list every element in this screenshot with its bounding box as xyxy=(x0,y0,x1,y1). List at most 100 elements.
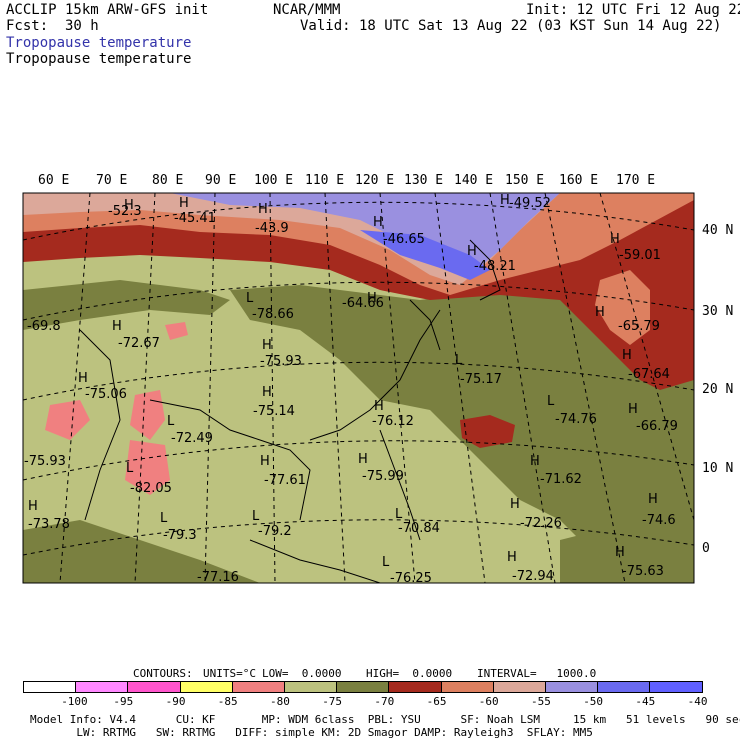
coastlines xyxy=(79,239,501,583)
high-marker: H xyxy=(374,399,384,414)
center-value: -73.78 xyxy=(28,517,70,532)
graticule xyxy=(23,193,694,583)
field-title-1: Tropopause temperature xyxy=(6,35,192,51)
lat-label: 30 N xyxy=(702,304,733,319)
lon-label: 140 E xyxy=(454,173,493,188)
high-marker: H xyxy=(367,291,377,306)
high-marker: H xyxy=(622,348,632,363)
high-marker: H xyxy=(112,319,122,334)
center-value: -79.2 xyxy=(258,524,292,539)
colorbar-cell xyxy=(231,681,285,693)
center-value: -77.61 xyxy=(264,473,306,488)
interval-label: INTERVAL= 1000.0 xyxy=(477,667,597,680)
center-value: -75.99 xyxy=(362,469,404,484)
center-value: -52.3 xyxy=(108,204,142,219)
high-marker: H xyxy=(610,232,620,247)
colorbar-tick-label: -45 xyxy=(635,695,656,708)
center-value: -75.93 xyxy=(24,454,66,469)
colorbar-tick-label: -95 xyxy=(113,695,134,708)
center-value: -59.01 xyxy=(619,248,661,263)
colorbar-cell xyxy=(597,681,651,693)
lon-label: 70 E xyxy=(96,173,127,188)
colorbar-tick-label: -40 xyxy=(687,695,708,708)
model-title: ACCLIP 15km ARW-GFS init xyxy=(6,2,209,18)
center-value: -64.66 xyxy=(342,296,384,311)
center-value: -71.62 xyxy=(540,472,582,487)
center-value: -75.17 xyxy=(460,372,502,387)
init-time: Init: 12 UTC Fri 12 Aug 22 xyxy=(526,2,740,18)
lon-label: 90 E xyxy=(205,173,236,188)
colorbar-cell xyxy=(545,681,599,693)
center-value: -72.67 xyxy=(118,336,160,351)
colorbar-tick-label: -65 xyxy=(426,695,447,708)
contours-label: CONTOURS: xyxy=(133,667,193,680)
warm-blob-pacific xyxy=(460,415,515,448)
high-marker: H xyxy=(507,550,517,565)
high-marker: H xyxy=(358,452,368,467)
center-value: -65.79 xyxy=(618,319,660,334)
colorbar-tick-label: -50 xyxy=(583,695,604,708)
model-info-line-2: LW: RRTMG SW: RRTMG DIFF: simple KM: 2D … xyxy=(30,726,593,739)
low-marker: L xyxy=(455,353,463,368)
colorbar-tick-label: -55 xyxy=(531,695,551,708)
center-value: -66.79 xyxy=(636,419,678,434)
lat-labels: 40 N 30 N 20 N 10 N 0 xyxy=(702,223,733,556)
low-marker: L xyxy=(547,394,555,409)
center-value: -82.05 xyxy=(130,481,172,496)
colorbar-cell xyxy=(649,681,703,693)
high-marker: H xyxy=(500,193,510,208)
high-marker: H xyxy=(258,202,268,217)
center-value: -78.66 xyxy=(252,307,294,322)
high-marker: H xyxy=(595,305,605,320)
colorbar-tick-label: -70 xyxy=(374,695,395,708)
colorbar-tick-label: -100 xyxy=(61,695,88,708)
forecast-hour: Fcst: 30 h xyxy=(6,18,99,34)
colorbar-cell xyxy=(388,681,442,693)
field-orange-cell-east xyxy=(595,270,650,345)
colorbar-tick-label: -80 xyxy=(270,695,290,708)
center-value: -75.93 xyxy=(260,354,302,369)
center-value: -77.16 xyxy=(197,570,239,585)
colorbar-tick-label: -90 xyxy=(165,695,186,708)
center-value: -69.8 xyxy=(27,319,61,334)
colorbar-cell xyxy=(336,681,390,693)
center-value: -67.64 xyxy=(628,367,670,382)
field-title-2: Tropopause temperature xyxy=(6,51,192,67)
model-info-line-1: Model Info: V4.4 CU: KF MP: WDM 6class P… xyxy=(30,713,740,726)
lon-label: 60 E xyxy=(38,173,69,188)
colorbar-cell xyxy=(127,681,181,693)
lat-label: 10 N xyxy=(702,461,733,476)
cold-spot-2 xyxy=(130,390,165,440)
center-value: -45.41 xyxy=(174,211,216,226)
low-marker: L xyxy=(126,461,134,476)
high-marker: H xyxy=(78,371,88,386)
field-blue-core xyxy=(360,230,490,280)
center-value: -76.25 xyxy=(390,571,432,586)
center-value: -43.9 xyxy=(255,221,289,236)
high-marker: H xyxy=(510,497,520,512)
cold-spot-1 xyxy=(45,400,90,440)
center-value: -75.14 xyxy=(253,404,295,419)
colorbar-cell xyxy=(492,681,546,693)
lat-label: 40 N xyxy=(702,223,733,238)
colorbar-tick-label: -75 xyxy=(322,695,343,708)
center-value: -70.84 xyxy=(398,521,440,536)
lat-label: 0 xyxy=(702,541,710,556)
map-annotations: H -52.3 H -45.41 H -43.9 H -46.65 H -49.… xyxy=(24,193,678,586)
high-marker: H xyxy=(615,545,625,560)
lon-label: 170 E xyxy=(616,173,655,188)
high-label: HIGH= 0.0000 xyxy=(366,667,453,680)
low-marker: L xyxy=(395,507,403,522)
lon-label: 130 E xyxy=(404,173,443,188)
center-value: -79.3 xyxy=(163,528,197,543)
lon-label: 100 E xyxy=(254,173,293,188)
high-marker: H xyxy=(260,454,270,469)
center-value: -75.63 xyxy=(622,564,664,579)
valid-time: Valid: 18 UTC Sat 13 Aug 22 (03 KST Sun … xyxy=(300,18,722,34)
colorbar-cell xyxy=(440,681,494,693)
low-marker: L xyxy=(252,509,260,524)
high-marker: H xyxy=(467,244,477,259)
lat-label: 20 N xyxy=(702,382,733,397)
colorbar-cell xyxy=(75,681,129,693)
